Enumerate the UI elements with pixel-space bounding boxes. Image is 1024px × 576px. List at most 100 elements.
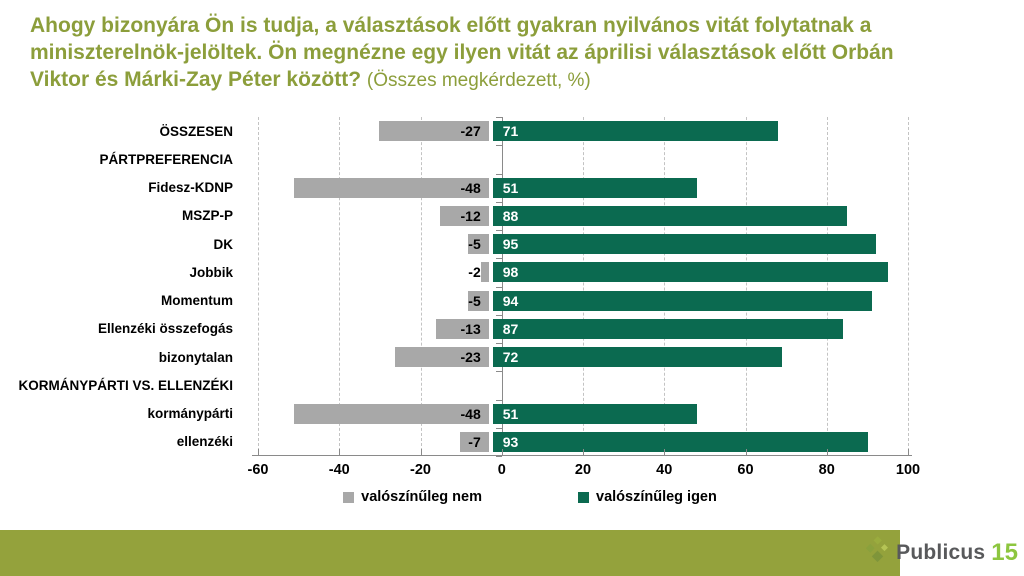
category-label: DK (213, 236, 234, 252)
category-label: kormánypárti (147, 406, 233, 422)
row-plot-area: -13 87 (246, 315, 896, 343)
value-label-positive: 87 (502, 320, 519, 337)
zero-axis-row-tick (495, 427, 502, 429)
value-label-positive: 51 (502, 405, 519, 422)
publicus-diamonds-icon (864, 536, 891, 570)
value-label-positive: 93 (502, 433, 519, 450)
x-axis-tick-label: 40 (656, 462, 673, 478)
category-label: bizonytalan (158, 349, 233, 365)
x-axis-tick-label: 0 (497, 462, 506, 478)
x-axis-tick-label: -40 (328, 462, 350, 478)
category-label: Jobbik (189, 264, 233, 280)
value-label-positive: 95 (502, 236, 519, 252)
bar-negative (468, 234, 489, 254)
gridline (420, 117, 422, 456)
row-plot-area (246, 145, 896, 173)
chart-row: Jobbik -2 98 (0, 258, 908, 286)
value-label-negative: -48 (460, 179, 481, 196)
value-label-negative: -48 (460, 405, 481, 422)
bar-positive (492, 262, 888, 283)
title-line-1: Ahogy bizonyára Ön is tudja, a választás… (30, 14, 872, 37)
bar-negative (468, 290, 489, 311)
value-label-negative: -5 (468, 292, 481, 309)
bar-negative (480, 262, 489, 283)
category-label: ellenzéki (176, 434, 233, 450)
legend-swatch (343, 491, 355, 503)
title-suffix: (Összes megkérdezett, %) (366, 70, 591, 91)
bar-positive (492, 431, 868, 452)
category-label: KORMÁNYPÁRTI VS. ELLENZÉKI (18, 377, 233, 393)
chart-legend: valószínűleg nem valószínűleg igen (200, 489, 860, 505)
bar-positive (492, 290, 872, 311)
category-label: MSZP-P (181, 208, 233, 224)
value-label-positive: 71 (502, 123, 519, 139)
chart-gridlines (258, 117, 909, 457)
legend-item: valószínűleg nem (343, 489, 482, 505)
legend-label: valószínűleg nem (361, 489, 482, 505)
zero-axis-row-tick (495, 314, 502, 316)
title-line-3: Viktor és Márki-Zay Péter között? (Össze… (30, 66, 990, 94)
category-label: ÖSSZESEN (159, 123, 233, 139)
bar-negative (293, 177, 489, 198)
gridline (908, 117, 909, 456)
chart-row: Ellenzéki összefogás -13 87 (0, 315, 908, 343)
zero-axis-row-tick (495, 201, 502, 203)
chart-row: kormánypárti -48 51 (0, 400, 908, 428)
bar-positive (492, 121, 779, 141)
footer-accent-bar (0, 530, 900, 576)
x-axis-tick-label: 80 (818, 462, 835, 478)
bar-positive (492, 234, 876, 254)
x-axis-tick (420, 449, 422, 455)
bar-positive (492, 318, 844, 339)
x-axis-tick-label: -60 (247, 462, 269, 478)
publicus-15-badge: 15 (991, 539, 1018, 566)
bar-negative (440, 205, 489, 226)
chart-row: PÁRTPREFERENCIA (0, 145, 908, 173)
value-label-negative: -13 (460, 320, 481, 337)
x-axis-tick (664, 449, 666, 455)
zero-axis-line (501, 117, 503, 456)
row-plot-area: -2 98 (246, 258, 896, 286)
bar-negative (395, 347, 489, 367)
x-axis-tick (745, 449, 747, 455)
gridline (745, 117, 747, 456)
value-label-positive: 98 (502, 264, 519, 281)
x-axis-tick-label: 100 (895, 462, 921, 478)
gridline (664, 117, 666, 456)
chart-row: MSZP-P -12 88 (0, 202, 908, 230)
title-line-3-bold: Viktor és Márki-Zay Péter között? (30, 68, 362, 91)
category-label: Fidesz-KDNP (148, 180, 233, 196)
chart-row: DK -5 95 (0, 230, 908, 258)
zero-axis-row-tick (495, 399, 502, 401)
value-label-negative: -5 (468, 236, 481, 252)
bar-negative (379, 121, 489, 141)
chart-rows: ÖSSZESEN -27 71 PÁRTPREFERENCIA Fidesz-KDNP -… (0, 117, 908, 456)
value-label-negative: -2 (468, 264, 481, 281)
gridline (583, 117, 584, 456)
category-label: Ellenzéki összefogás (97, 321, 233, 337)
gridline (258, 117, 259, 456)
zero-axis-row-tick (495, 456, 502, 457)
value-label-negative: -7 (468, 433, 481, 450)
zero-axis-row-tick (495, 230, 502, 231)
legend-label: valószínűleg igen (596, 489, 717, 505)
bar-positive (492, 347, 783, 367)
zero-axis-row-tick (495, 371, 502, 373)
zero-axis-row-tick (495, 343, 502, 344)
row-plot-area: -12 88 (246, 202, 896, 230)
zero-axis-row-tick (495, 145, 502, 147)
row-plot-area: -23 72 (246, 343, 896, 371)
x-axis-tick (908, 449, 909, 455)
zero-axis-row-tick (495, 117, 502, 118)
zero-axis-row-tick (495, 173, 502, 175)
x-axis-tick (826, 449, 828, 455)
gridline (339, 117, 341, 456)
chart-row: Momentum -5 94 (0, 287, 908, 315)
x-axis-tick-label: 60 (737, 462, 754, 478)
row-plot-area (246, 371, 896, 399)
value-label-negative: -27 (460, 123, 481, 139)
legend-item: valószínűleg igen (578, 489, 717, 505)
publicus-logo: Publicus 15 (864, 536, 1018, 570)
bar-positive (492, 177, 697, 198)
